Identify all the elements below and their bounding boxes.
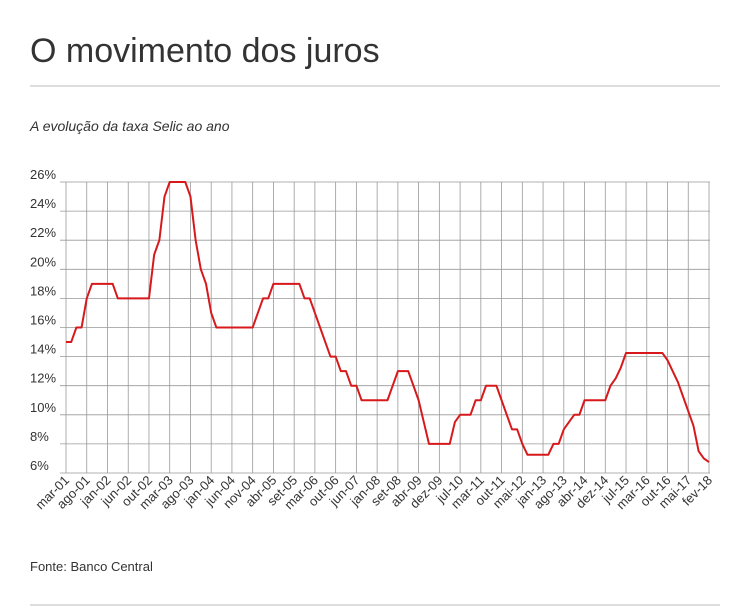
y-tick-label: 12% — [30, 371, 56, 386]
chart-title: O movimento dos juros — [30, 32, 380, 70]
y-tick-label: 18% — [30, 283, 56, 298]
chart-subtitle: A evolução da taxa Selic ao ano — [29, 118, 230, 134]
y-tick-label: 24% — [30, 196, 56, 211]
y-tick-label: 10% — [30, 400, 56, 415]
y-tick-label: 22% — [30, 225, 56, 240]
y-tick-label: 8% — [30, 429, 49, 444]
y-tick-label: 6% — [30, 458, 49, 473]
y-tick-label: 26% — [30, 167, 56, 182]
y-tick-label: 14% — [30, 342, 56, 357]
data-line — [66, 181, 710, 463]
y-tick-label: 16% — [30, 313, 56, 328]
y-tick-label: 20% — [30, 254, 56, 269]
source-note: Fonte: Banco Central — [30, 559, 153, 574]
